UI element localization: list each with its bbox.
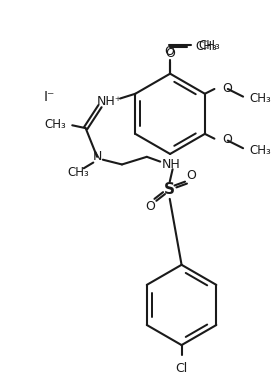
Text: O: O	[164, 45, 174, 58]
Text: O: O	[186, 169, 196, 182]
Text: O: O	[222, 133, 232, 146]
Text: O: O	[165, 47, 175, 60]
Text: N: N	[93, 150, 102, 163]
Text: CH₃: CH₃	[250, 143, 272, 157]
Text: NH: NH	[162, 158, 181, 171]
Text: CH₃: CH₃	[250, 92, 272, 105]
Text: I⁻: I⁻	[44, 90, 55, 103]
Text: CH₃: CH₃	[67, 165, 89, 179]
Text: Cl: Cl	[176, 362, 188, 375]
Text: CH₃: CH₃	[199, 38, 221, 51]
Text: O: O	[222, 82, 232, 94]
Text: NH⁺: NH⁺	[97, 95, 122, 108]
Text: CH₃: CH₃	[45, 118, 67, 131]
Text: S: S	[164, 182, 175, 197]
Text: CH₃: CH₃	[195, 40, 217, 53]
Text: O: O	[146, 200, 156, 213]
